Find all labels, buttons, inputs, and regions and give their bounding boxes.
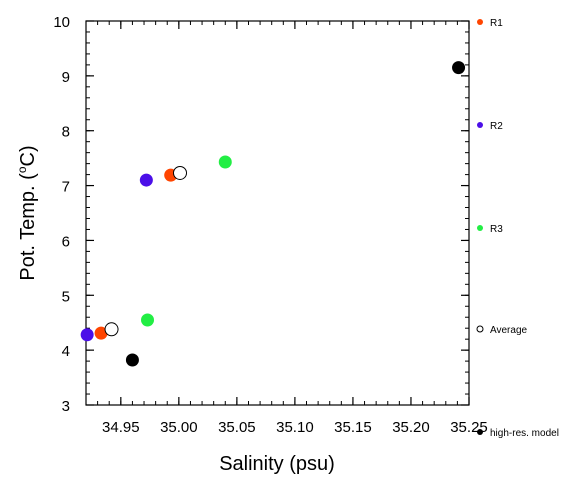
data-point (80, 328, 94, 342)
legend-marker (477, 122, 483, 128)
y-tick-label: 9 (62, 69, 70, 86)
plot-area (85, 20, 470, 406)
x-axis-label: Salinity (psu) (219, 453, 335, 475)
y-tick-label: 10 (53, 14, 70, 31)
y-tick-label: 6 (62, 233, 70, 250)
data-point (218, 155, 232, 169)
data-points (80, 61, 466, 367)
y-tick-label: 7 (62, 179, 70, 196)
x-tick-label: 35.00 (160, 419, 198, 436)
y-axis-label-main: Pot. Temp. ( (17, 173, 39, 281)
y-axis-label: Pot. Temp. (oC) (15, 145, 39, 280)
data-point (141, 313, 155, 327)
y-tick-label: 4 (62, 343, 70, 360)
legend-marker (476, 325, 484, 333)
legend-label: R1 (490, 18, 503, 29)
x-tick-label: 35.05 (218, 419, 256, 436)
y-tick-label: 3 (62, 398, 70, 415)
data-point (452, 61, 466, 75)
x-tick-label: 35.15 (334, 419, 372, 436)
legend: R1 R2 R3 Average high-res. model (476, 18, 559, 439)
legend-label: high-res. model (490, 428, 559, 439)
data-point (125, 353, 139, 367)
legend-label: Average (490, 325, 528, 336)
data-point (104, 322, 119, 337)
plot-frame (85, 20, 470, 406)
y-axis-ticks: 3 4 5 6 7 8 9 10 (53, 14, 469, 415)
data-point (94, 326, 108, 340)
data-point (139, 173, 153, 187)
legend-label: R3 (490, 224, 503, 235)
legend-marker (477, 429, 483, 435)
y-axis-label-unit: o (15, 166, 29, 173)
x-tick-label: 34.95 (102, 419, 140, 436)
x-tick-label: 35.20 (392, 419, 430, 436)
y-tick-label: 8 (62, 124, 70, 141)
data-point (173, 165, 188, 180)
legend-marker (477, 225, 483, 231)
legend-label: R2 (490, 121, 503, 132)
x-axis-ticks: 34.95 35.00 35.05 35.10 35.15 35.20 35.25 (85, 21, 488, 436)
legend-marker (477, 19, 483, 25)
y-axis-label-tail: C) (17, 145, 39, 166)
x-tick-label: 35.10 (276, 419, 314, 436)
y-tick-label: 5 (62, 288, 70, 305)
